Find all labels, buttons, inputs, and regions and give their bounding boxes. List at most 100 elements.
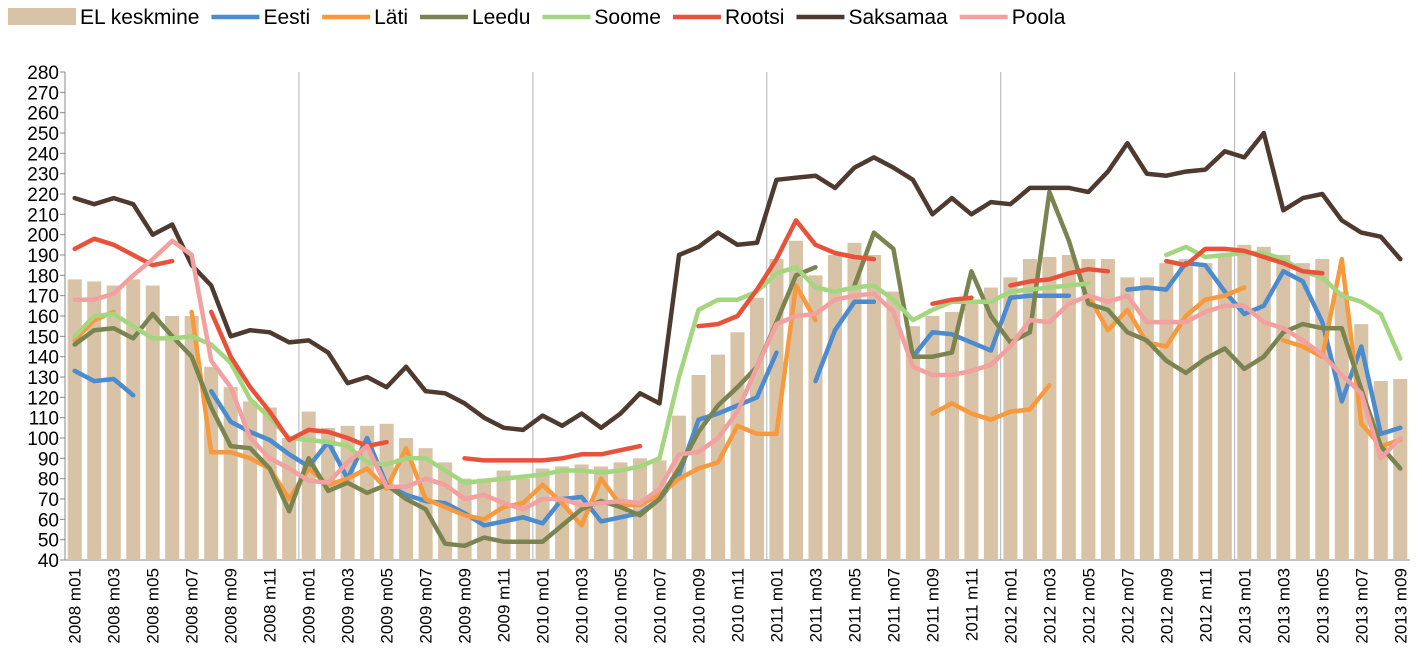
y-tick-label: 70 — [38, 490, 59, 511]
x-tick-label: 2008 m09 — [222, 568, 241, 644]
y-tick-label: 40 — [38, 551, 59, 572]
bar — [1237, 244, 1252, 561]
line — [72, 130, 1403, 433]
line — [72, 260, 1403, 528]
legend-item: EL keskmine — [8, 6, 199, 29]
x-tick-label: 2011 m03 — [806, 568, 825, 642]
x-tick-label: 2009 m05 — [378, 568, 397, 644]
y-tick-label: 140 — [27, 348, 59, 369]
y-tick-label: 130 — [27, 368, 59, 389]
y-tick-label: 240 — [27, 144, 59, 165]
legend-label: Soome — [594, 6, 661, 29]
legend-label: Saksamaa — [848, 6, 948, 29]
bar — [652, 460, 667, 560]
x-tick-label: 2012 m05 — [1079, 568, 1098, 644]
y-tick-label: 280 — [27, 63, 59, 84]
legend-label: Poola — [1012, 6, 1066, 29]
x-tick-label: 2010 m07 — [651, 568, 670, 644]
y-tick-label: 100 — [27, 429, 59, 450]
line — [72, 218, 1325, 463]
bar — [379, 423, 394, 560]
x-tick-label: 2009 m03 — [339, 568, 358, 644]
y-tick-label: 250 — [27, 124, 59, 145]
bar — [866, 255, 881, 560]
bar — [165, 316, 180, 560]
y-tick-label: 210 — [27, 205, 59, 226]
bar — [1178, 259, 1193, 560]
x-tick-label: 2009 m07 — [417, 568, 436, 644]
bar — [87, 281, 102, 560]
bar — [1217, 255, 1232, 560]
legend-item: Leedu — [419, 6, 530, 29]
y-tick-label: 180 — [27, 266, 59, 287]
x-tick-label: 2011 m05 — [845, 568, 864, 642]
x-tick-label: 2010 m09 — [690, 568, 709, 644]
bar — [905, 326, 920, 560]
legend-label: Rootsi — [725, 6, 785, 29]
legend-label: EL keskmine — [80, 6, 199, 29]
bar — [1003, 277, 1018, 560]
x-tick-label: 2013 m03 — [1274, 568, 1293, 644]
x-tick-label: 2013 m07 — [1352, 568, 1371, 644]
y-tick-label: 170 — [27, 287, 59, 308]
bar — [106, 285, 121, 560]
x-tick-label: 2010 m11 — [729, 568, 748, 642]
bar — [730, 332, 745, 560]
x-tick-label: 2011 m07 — [884, 568, 903, 642]
bar — [145, 285, 160, 560]
y-tick-label: 110 — [29, 409, 59, 430]
bar — [1081, 259, 1096, 560]
line — [72, 189, 1403, 549]
legend-swatch — [8, 8, 76, 25]
x-tick-label: 2009 m11 — [495, 568, 514, 642]
legend-item: Poola — [959, 6, 1066, 29]
bar — [983, 287, 998, 560]
bar — [925, 316, 940, 560]
x-tick-label: 2008 m05 — [144, 568, 163, 644]
line — [72, 244, 1403, 485]
bar — [496, 470, 511, 560]
y-tick-label: 120 — [27, 388, 59, 409]
bar — [418, 448, 433, 560]
bar — [555, 466, 570, 560]
bar — [613, 462, 628, 560]
y-tick-label: 220 — [27, 185, 59, 206]
x-tick-label: 2011 m09 — [923, 568, 942, 642]
line — [72, 256, 1403, 528]
bar — [808, 275, 823, 560]
x-tick-label: 2013 m09 — [1391, 568, 1410, 644]
bar — [847, 242, 862, 561]
x-tick-label: 2009 m01 — [300, 568, 319, 644]
x-tick-label: 2011 m11 — [962, 568, 981, 641]
line — [72, 238, 1403, 512]
bar — [223, 387, 238, 560]
legend-label: Läti — [374, 6, 408, 29]
x-tick-label: 2008 m07 — [183, 568, 202, 644]
bar — [1120, 277, 1135, 560]
x-tick-label: 2012 m03 — [1040, 568, 1059, 644]
y-tick-label: 260 — [27, 104, 59, 125]
x-tick-label: 2012 m01 — [1001, 568, 1020, 644]
y-tick-label: 60 — [38, 510, 59, 531]
x-tick-label: 2012 m07 — [1118, 568, 1137, 644]
bar — [1295, 263, 1310, 560]
x-tick-label: 2010 m01 — [534, 568, 553, 644]
y-tick-label: 50 — [38, 531, 59, 552]
x-tick-label: 2012 m09 — [1157, 568, 1176, 644]
y-tick-label: 90 — [38, 449, 59, 470]
bar — [574, 464, 589, 560]
y-tick-label: 80 — [38, 470, 59, 491]
x-tick-label: 2008 m01 — [66, 568, 85, 644]
bar — [1315, 259, 1330, 560]
x-tick-label: 2008 m03 — [105, 568, 124, 644]
bar — [710, 354, 726, 560]
bar — [1061, 255, 1076, 560]
x-tick-label: 2010 m05 — [612, 568, 631, 644]
x-tick-label: 2008 m11 — [261, 568, 280, 642]
bar — [262, 407, 277, 560]
x-tick-label: 2011 m01 — [767, 568, 786, 642]
bar — [1276, 255, 1291, 560]
bar — [1159, 263, 1174, 560]
bar — [886, 291, 901, 560]
